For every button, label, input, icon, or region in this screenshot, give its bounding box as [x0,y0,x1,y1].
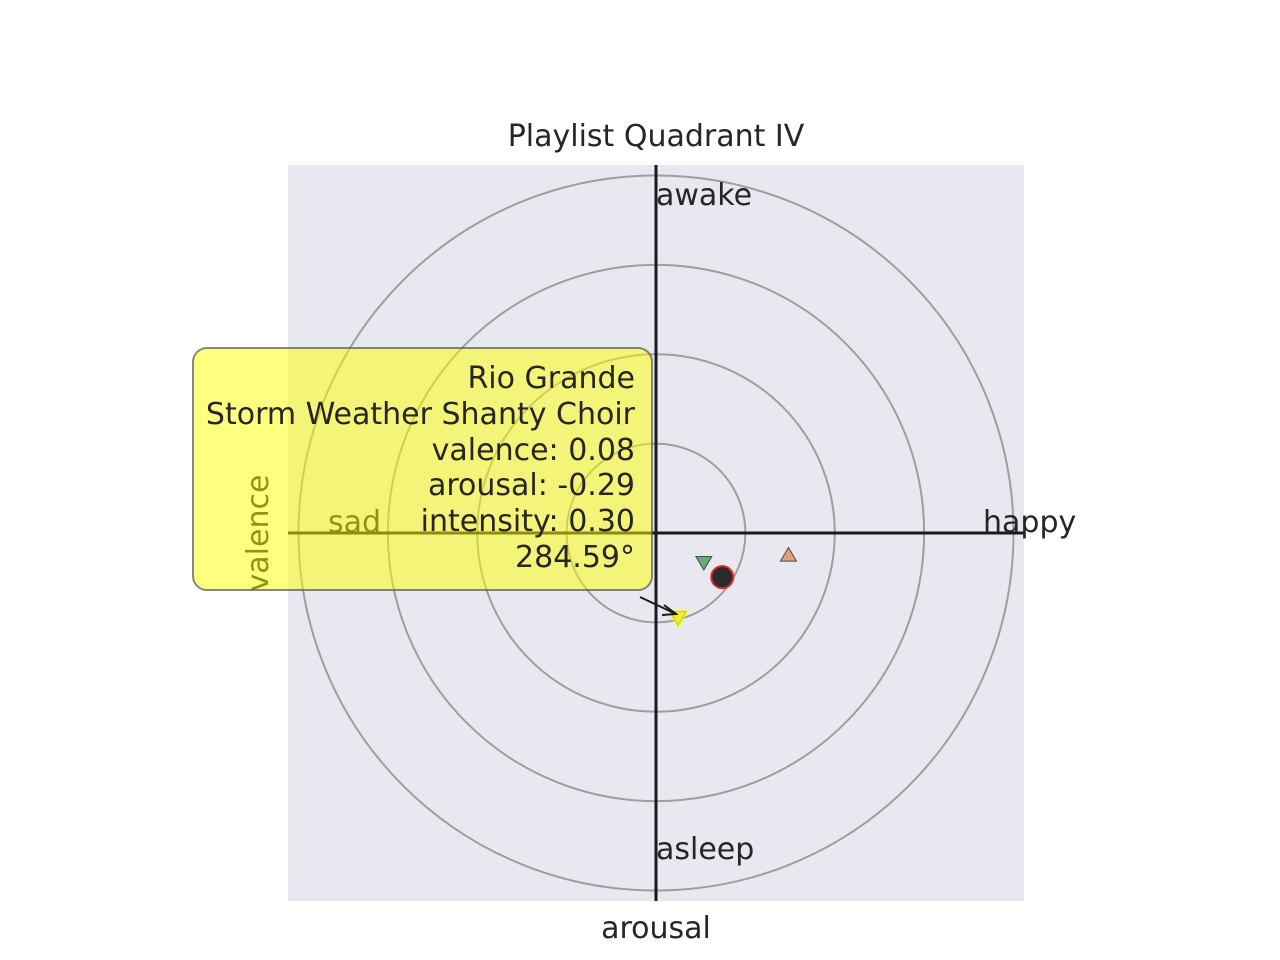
annotation-valence: valence: 0.08 [432,433,635,468]
annotation-intensity: intensity: 0.30 [421,504,635,539]
x-axis-label: arousal [601,911,711,946]
annotation-arousal: arousal: -0.29 [428,468,635,503]
song-point-2[interactable] [694,555,713,572]
chart-title: Playlist Quadrant IV [508,119,805,154]
song-point-1[interactable] [710,565,735,590]
annotation-arrow [639,596,679,616]
annotation-song-title: Rio Grande [467,361,635,396]
annotation-angle: 284.59° [515,540,635,575]
label-awake: awake [656,178,752,213]
song-annotation: Rio Grande Storm Weather Shanty Choir va… [192,347,653,591]
label-happy: happy [983,505,1076,540]
song-point-3[interactable] [779,546,798,562]
annotation-artist: Storm Weather Shanty Choir [206,397,636,432]
annotation-box [192,347,653,591]
label-asleep: asleep [656,832,754,867]
